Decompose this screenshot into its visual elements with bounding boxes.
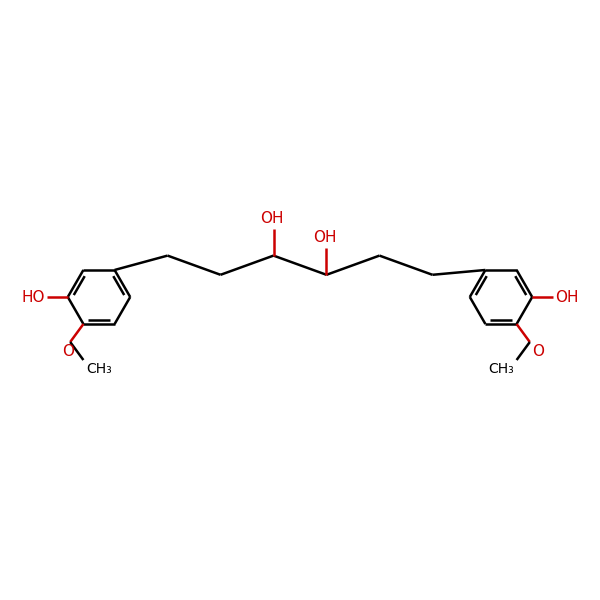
Text: OH: OH — [314, 230, 337, 245]
Text: O: O — [532, 344, 544, 359]
Text: HO: HO — [22, 289, 45, 304]
Text: OH: OH — [555, 289, 578, 304]
Text: CH₃: CH₃ — [86, 362, 112, 376]
Text: O: O — [62, 344, 74, 359]
Text: CH₃: CH₃ — [488, 362, 514, 376]
Text: OH: OH — [260, 211, 284, 226]
